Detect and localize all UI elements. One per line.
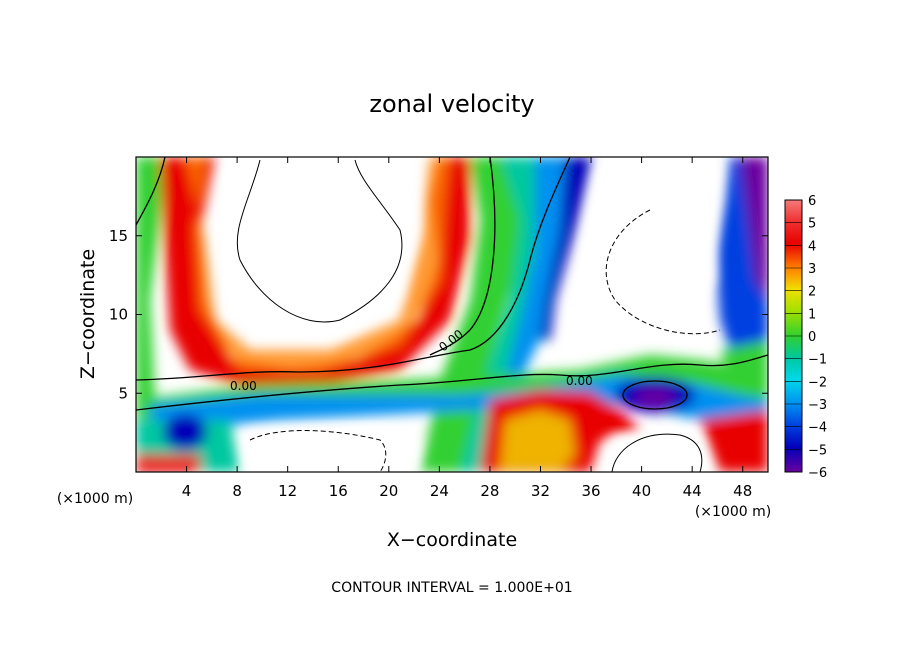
- x-axis-ticks: 4 8 12 16 20 24 28 32 36 40 44 48: [182, 157, 752, 500]
- contour-line: [136, 157, 571, 381]
- contour-line: [622, 380, 688, 410]
- contour-interval-note: CONTOUR INTERVAL = 1.000E+01: [331, 580, 572, 596]
- contour-label: 0.00: [566, 374, 593, 388]
- y-unit-label: (×1000 m): [57, 491, 133, 507]
- x-tick-label: 16: [329, 482, 348, 500]
- y-axis-title: Z−coordinate: [77, 249, 99, 379]
- colorbar-label: 5: [808, 217, 816, 232]
- x-tick-label: 24: [430, 482, 449, 500]
- colorbar-label: −4: [808, 421, 827, 436]
- x-tick-label: 4: [182, 482, 192, 500]
- contour-line: [605, 209, 721, 335]
- colorbar-label: 1: [808, 307, 816, 322]
- y-tick-label: 5: [118, 384, 128, 402]
- colorbar-label: −2: [808, 375, 827, 390]
- contour-line: [429, 157, 496, 356]
- x-tick-label: 12: [278, 482, 297, 500]
- chart-title: zonal velocity: [369, 90, 534, 118]
- contour-line: [136, 157, 166, 226]
- contour-label: 0.00: [230, 379, 257, 393]
- x-tick-label: 40: [632, 482, 651, 500]
- colorbar-label: 3: [808, 262, 816, 277]
- x-tick-label: 20: [379, 482, 398, 500]
- contour-line: [136, 354, 768, 411]
- y-axis-ticks: 5 10 15: [109, 227, 768, 402]
- x-tick-label: 48: [733, 482, 752, 500]
- x-tick-label: 8: [232, 482, 242, 500]
- plot-field: [136, 157, 768, 472]
- colorbar-label: −6: [808, 466, 827, 481]
- colorbar-label: 4: [808, 239, 816, 254]
- colorbar-label: 6: [808, 194, 816, 209]
- colorbar-label: 0: [808, 330, 816, 345]
- x-tick-label: 36: [581, 482, 600, 500]
- contour-line: [249, 430, 387, 472]
- x-tick-label: 28: [480, 482, 499, 500]
- colorbar-label: −3: [808, 398, 827, 413]
- x-tick-label: 44: [683, 482, 702, 500]
- colorbar-label: −1: [808, 353, 827, 368]
- colorbar-label: 2: [808, 285, 816, 300]
- colorbar: 6 5 4 3 2 1 0 −1 −2 −3 −4 −5 −6: [784, 194, 827, 481]
- contour-line: [611, 433, 703, 472]
- y-tick-label: 10: [109, 306, 128, 324]
- x-tick-label: 32: [531, 482, 550, 500]
- contour-line: [236, 159, 403, 323]
- x-unit-label: (×1000 m): [695, 504, 771, 520]
- x-axis-title: X−coordinate: [387, 529, 517, 551]
- colorbar-label: −5: [808, 443, 827, 458]
- y-tick-label: 15: [109, 227, 128, 245]
